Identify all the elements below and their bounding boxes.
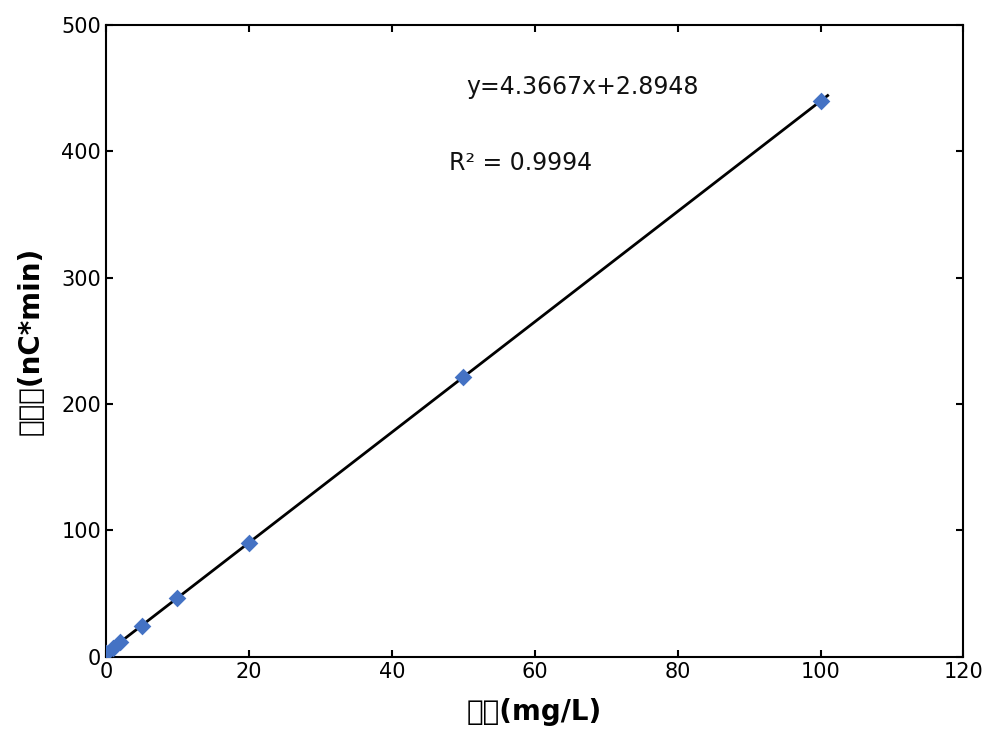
Text: y=4.3667x+2.8948: y=4.3667x+2.8948 xyxy=(466,75,699,100)
Y-axis label: 峰面积(nC*min): 峰面积(nC*min) xyxy=(17,247,45,435)
Point xyxy=(105,642,121,654)
Point xyxy=(112,636,128,648)
Text: R² = 0.9994: R² = 0.9994 xyxy=(449,151,592,175)
Point xyxy=(134,620,150,632)
X-axis label: 浓度(mg/L): 浓度(mg/L) xyxy=(467,698,602,727)
Point xyxy=(241,536,257,548)
Point xyxy=(169,592,185,604)
Point xyxy=(813,95,829,107)
Point xyxy=(455,372,471,383)
Point xyxy=(98,647,114,659)
